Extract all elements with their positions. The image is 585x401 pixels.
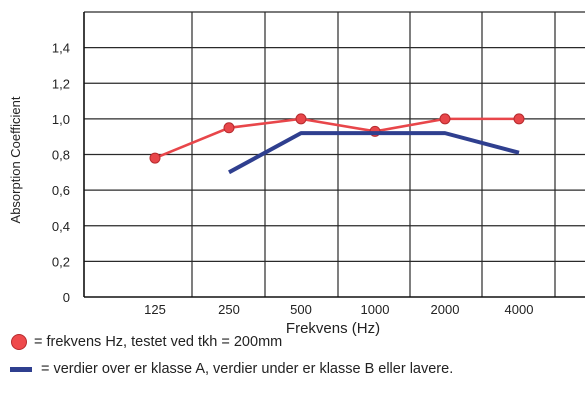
x-tick-label: 4000 [505, 302, 534, 317]
measured-data-point [149, 152, 161, 164]
x-tick-label: 1000 [361, 302, 390, 317]
legend-text-measured: = frekvens Hz, testet ved tkh = 200mm [34, 334, 283, 350]
y-tick-label: 1,0 [52, 112, 70, 127]
legend-item-measured: = frekvens Hz, testet ved tkh = 200mm [0, 334, 585, 350]
y-tick-label: 0,6 [52, 183, 70, 198]
x-axis-label: Frekvens (Hz) [286, 320, 380, 337]
y-tick-label: 0,2 [52, 254, 70, 269]
y-tick-label: 1,4 [52, 41, 70, 56]
measured-data-point [295, 113, 307, 125]
legend-text-class-threshold: = verdier over er klasse A, verdier unde… [41, 361, 454, 377]
y-tick-label: 1,2 [52, 76, 70, 91]
chart-area: 0 0,2 0,4 0,6 0,8 1,0 1,2 1,4 125 250 500 1000 2000… [8, 11, 585, 337]
measured-data-point [513, 113, 525, 125]
x-tick-label: 500 [290, 302, 312, 317]
x-tick-label: 2000 [431, 302, 460, 317]
red-circle-marker-icon [11, 334, 27, 350]
blue-line-marker-icon [10, 366, 32, 372]
x-tick-label: 250 [218, 302, 240, 317]
y-tick-label: 0,8 [52, 148, 70, 163]
y-tick-label: 0 [63, 290, 70, 305]
y-tick-label: 0,4 [52, 219, 70, 234]
y-axis-label: Absorption Coefficient [8, 96, 23, 223]
x-tick-label: 125 [144, 302, 166, 317]
legend-item-class-threshold: = verdier over er klasse A, verdier unde… [0, 361, 585, 377]
measured-data-point [223, 122, 235, 134]
measured-data-point [439, 113, 451, 125]
absorption-chart: 0 0,2 0,4 0,6 0,8 1,0 1,2 1,4 125 250 500 1000 2000… [8, 11, 585, 337]
class-threshold-series-line [228, 131, 520, 175]
measured-series-line [154, 117, 519, 160]
